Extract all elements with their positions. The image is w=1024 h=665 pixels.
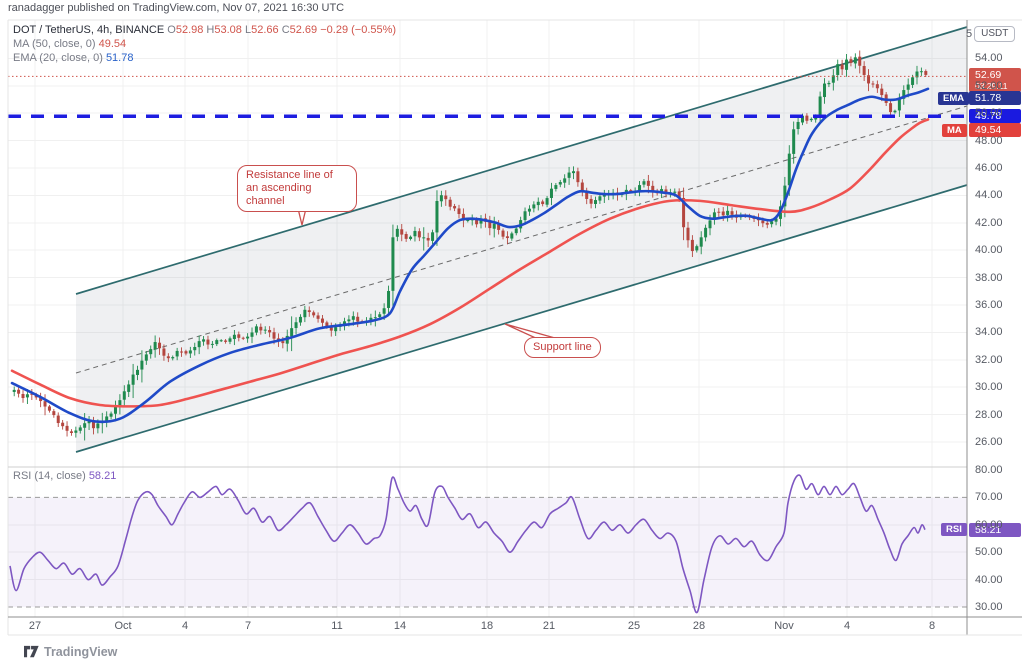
tradingview-logo-icon (24, 645, 39, 658)
rsi-tick-label: 50.00 (975, 546, 1003, 559)
time-tick-label: 4 (181, 620, 189, 632)
support-callout[interactable]: Support line (524, 337, 601, 358)
tradingview-logo-text: TradingView (44, 645, 118, 659)
last-price-badge-value: 52.69 (975, 69, 1002, 82)
rsi-chip: RSI (941, 523, 967, 537)
tradingview-footer-link[interactable]: TradingView (24, 645, 117, 659)
ema-legend-row[interactable]: EMA (20, close, 0) 51.78 (13, 51, 396, 65)
attribution-line: ranadagger published on TradingView.com,… (8, 2, 345, 14)
ascending-channel-drawing[interactable] (75, 26, 968, 453)
resistance-line (75, 26, 968, 295)
price-tick-label: 50.00 (975, 107, 1003, 120)
chart-legend: DOT / TetherUS, 4h, BINANCE O52.98 H53.0… (13, 23, 396, 65)
time-tick-label: 27 (28, 620, 42, 632)
price-tick-label: 38.00 (975, 271, 1003, 284)
ema-value: 51.78 (105, 52, 134, 64)
price-tick-label: 42.00 (975, 216, 1003, 229)
rsi-band (8, 496, 967, 608)
alert-level-badge: 49.78 (969, 109, 1021, 124)
resistance-callout-text: Resistance line of an ascending channel (246, 169, 333, 207)
ema-label: EMA (20, close, 0) (13, 52, 103, 64)
ma-price-badge: 49.54 (969, 123, 1021, 138)
rsi-legend-row[interactable]: RSI (14, close) 58.21 (13, 470, 116, 482)
time-tick-label: Oct (114, 620, 132, 632)
currency-toggle-button[interactable]: USDT (974, 26, 1016, 42)
price-tick-label: 36.00 (975, 299, 1003, 311)
open-label: O (167, 24, 176, 36)
price-tick-label: 40.00 (975, 244, 1003, 257)
price-scale-top-label: 5 (966, 28, 973, 40)
time-tick-label: 18 (480, 620, 494, 632)
price-tick-label: 34.00 (975, 326, 1003, 339)
time-tick-label: Nov (774, 620, 794, 632)
price-tick-label: 44.00 (975, 189, 1003, 202)
price-tick-label: 48.00 (975, 134, 1003, 147)
close-value: 52.69 (289, 24, 318, 36)
price-tick-label: 30.00 (975, 381, 1003, 394)
time-tick-label: 21 (542, 620, 556, 632)
time-tick-label: 14 (393, 620, 407, 632)
time-tick-label: 4 (843, 620, 851, 632)
ma-legend-row[interactable]: MA (50, close, 0) 49.54 (13, 37, 396, 51)
open-value: 52.98 (175, 24, 204, 36)
bar-countdown: 03:29:11 (975, 81, 1008, 92)
chart-frame (7, 19, 1022, 636)
ma-chip: MA (942, 123, 967, 137)
time-tick-label: 7 (244, 620, 252, 632)
rsi-tick-label: 80.00 (975, 464, 1003, 476)
high-value: 53.08 (214, 24, 242, 36)
support-line (75, 184, 968, 453)
price-tick-label: 26.00 (975, 436, 1003, 448)
time-tick-label: 11 (331, 620, 343, 632)
time-tick-label: 8 (928, 620, 936, 632)
rsi-value: 58.21 (88, 470, 117, 482)
rsi-tick-label: 40.00 (975, 573, 1003, 586)
support-callout-text: Support line (533, 341, 592, 353)
low-label: L (244, 24, 252, 36)
close-label: C (281, 24, 290, 36)
ema-price-badge: 51.78 (969, 91, 1021, 106)
rsi-tick-label: 70.00 (975, 491, 1003, 504)
rsi-value-badge: 58.21 (969, 522, 1021, 537)
symbol-legend-row[interactable]: DOT / TetherUS, 4h, BINANCE O52.98 H53.0… (13, 23, 396, 37)
ema20-line[interactable] (10, 87, 930, 424)
price-scale-top: 5 USDT (966, 26, 1016, 42)
price-tick-label: 28.00 (975, 408, 1003, 421)
price-tick-label: 32.00 (975, 353, 1003, 366)
rsi-label: RSI (14, close) (13, 470, 86, 482)
high-label: H (206, 24, 215, 36)
last-price-badge: 52.69 03:29:11 (969, 68, 1021, 93)
gridlines (8, 20, 967, 617)
ma50-line[interactable] (10, 118, 930, 408)
price-tick-label: 52.00 (975, 79, 1003, 92)
low-value: 52.66 (251, 24, 279, 36)
rsi-tick-label: 60.00 (975, 518, 1003, 531)
rsi-tick-label: 30.00 (975, 601, 1003, 613)
change-value: −0.29 (−0.55%) (320, 24, 397, 36)
resistance-callout[interactable]: Resistance line of an ascending channel (237, 165, 357, 212)
price-tick-label: 46.00 (975, 162, 1003, 174)
ma-label: MA (50, close, 0) (13, 38, 96, 50)
rsi-line[interactable] (9, 474, 926, 614)
time-tick-label: 28 (692, 620, 706, 632)
symbol-title: DOT / TetherUS, 4h, BINANCE (13, 24, 165, 36)
ema-chip: EMA (938, 91, 970, 105)
time-tick-label: 25 (627, 620, 641, 632)
price-tick-label: 54.00 (975, 52, 1003, 65)
ma-value: 49.54 (98, 38, 127, 50)
